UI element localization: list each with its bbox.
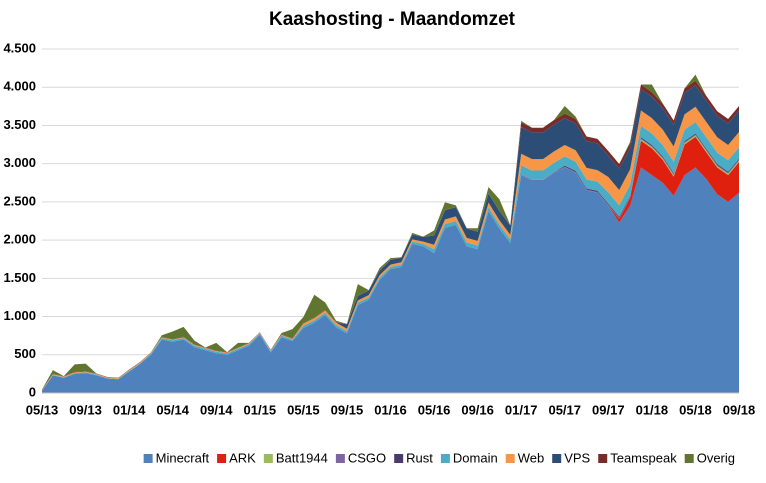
- x-tick-label: 01/14: [113, 402, 146, 417]
- legend-swatch: [684, 454, 694, 463]
- legend-label: Overig: [697, 450, 735, 465]
- x-tick-label: 05/18: [679, 402, 712, 417]
- x-tick-label: 09/14: [200, 402, 233, 417]
- legend-swatch: [335, 454, 345, 463]
- y-tick-label: 2.500: [3, 193, 36, 208]
- x-tick-label: 09/13: [69, 402, 102, 417]
- area: [42, 167, 739, 393]
- legend-label: Domain: [453, 450, 498, 465]
- legend-swatch: [440, 454, 450, 463]
- y-tick-label: 4.000: [3, 79, 36, 94]
- legend-label: Minecraft: [156, 450, 210, 465]
- legend-swatch: [505, 454, 515, 463]
- x-tick-label: 05/17: [548, 402, 581, 417]
- legend-swatch: [217, 454, 227, 463]
- y-tick-label: 3.000: [3, 155, 36, 170]
- legend: Minecraft ARK Batt1944 CSGO Rust Domain Web VPS…: [143, 450, 735, 465]
- legend-label: Batt1944: [276, 450, 328, 465]
- areas: [42, 74, 739, 393]
- x-tick-label: 01/16: [374, 402, 407, 417]
- y-tick-label: 1.500: [3, 270, 36, 285]
- x-tick-label: 01/17: [505, 402, 538, 417]
- chart-title: Kaashosting - Maandomzet: [269, 9, 516, 30]
- legend-swatch: [143, 454, 153, 463]
- legend-label: Rust: [406, 450, 433, 465]
- x-tick-label: 05/15: [287, 402, 320, 417]
- y-tick-label: 500: [14, 346, 36, 361]
- y-tick-label: 1.000: [3, 308, 36, 323]
- x-tick-label: 01/15: [244, 402, 277, 417]
- legend-label: Web: [518, 450, 545, 465]
- legend-swatch: [552, 454, 562, 463]
- x-tick-label: 09/17: [592, 402, 625, 417]
- x-tick-label: 01/18: [636, 402, 669, 417]
- y-tick-label: 4.500: [3, 40, 36, 55]
- x-tick-label: 09/15: [331, 402, 364, 417]
- legend-label: Teamspeak: [610, 450, 677, 465]
- legend-swatch: [394, 454, 404, 463]
- x-tick-label: 05/14: [156, 402, 189, 417]
- legend-swatch: [598, 454, 608, 463]
- y-tick-label: 0: [29, 384, 36, 399]
- legend-label: VPS: [564, 450, 590, 465]
- x-tick-label: 09/18: [723, 402, 756, 417]
- legend-label: CSGO: [348, 450, 386, 465]
- legend-swatch: [263, 454, 273, 463]
- y-tick-label: 2.000: [3, 232, 36, 247]
- x-tick-label: 05/13: [26, 402, 59, 417]
- x-tick-label: 09/16: [461, 402, 494, 417]
- x-tick-label: 05/16: [418, 402, 451, 417]
- y-tick-label: 3.500: [3, 117, 36, 132]
- legend-label: ARK: [229, 450, 256, 465]
